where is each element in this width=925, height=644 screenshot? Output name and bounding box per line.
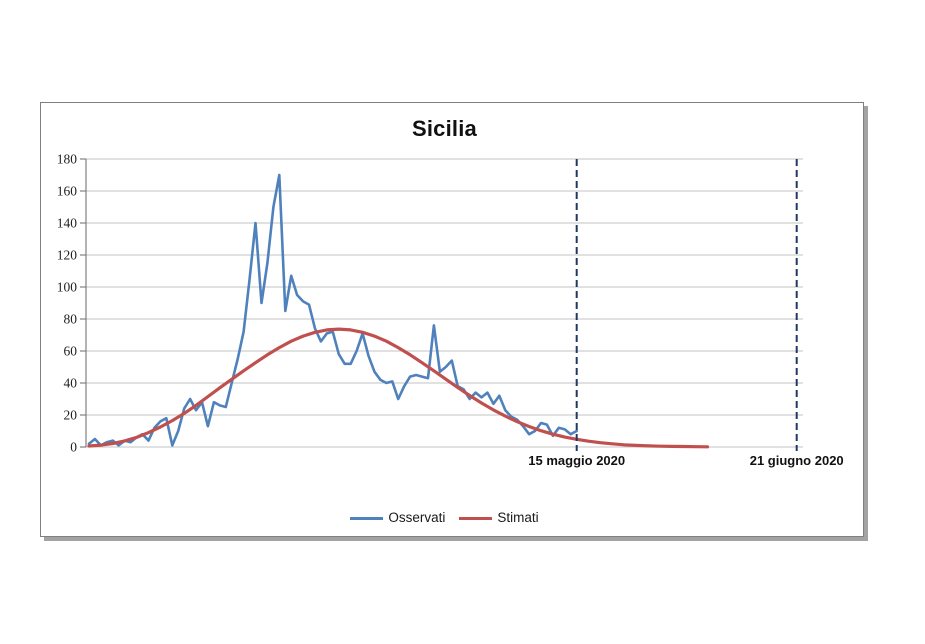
y-tick-label: 120: [57, 248, 78, 263]
plot-area: 0 20 40 60 80 100 120 140 160 180 15 maggio 2020 21…: [57, 152, 844, 469]
y-tick-label: 20: [64, 408, 78, 423]
legend-item-osservati: Osservati: [350, 511, 445, 525]
y-tick-label: 0: [70, 440, 77, 455]
series-line-stimati: [87, 327, 710, 449]
annotation-label: 21 giugno 2020: [750, 453, 844, 468]
y-tick-label: 80: [64, 312, 78, 327]
annotation-label: 15 maggio 2020: [528, 453, 625, 468]
y-tick-label: 60: [64, 344, 78, 359]
y-tick-label: 40: [64, 376, 78, 391]
legend-label-osservati: Osservati: [388, 510, 446, 526]
y-tick-label: 180: [57, 152, 78, 167]
y-tick-label: 160: [57, 184, 78, 199]
legend-item-stimati: Stimati: [459, 510, 539, 526]
legend-line-swatch-stimati: [459, 516, 493, 520]
legend-line-swatch-osservati: [350, 516, 384, 520]
y-tick-label: 140: [57, 216, 78, 231]
series-line-osservati: [87, 173, 578, 447]
chart-title: Sicilia: [412, 116, 477, 141]
y-tick-label: 100: [57, 280, 78, 295]
legend-label-stimati: Stimati: [497, 510, 539, 526]
legend: Osservati Stimati: [86, 508, 803, 528]
chart-frame: Sicilia 0 20 40 60 80 100 120 140 160 180 15 maggi…: [40, 102, 864, 537]
